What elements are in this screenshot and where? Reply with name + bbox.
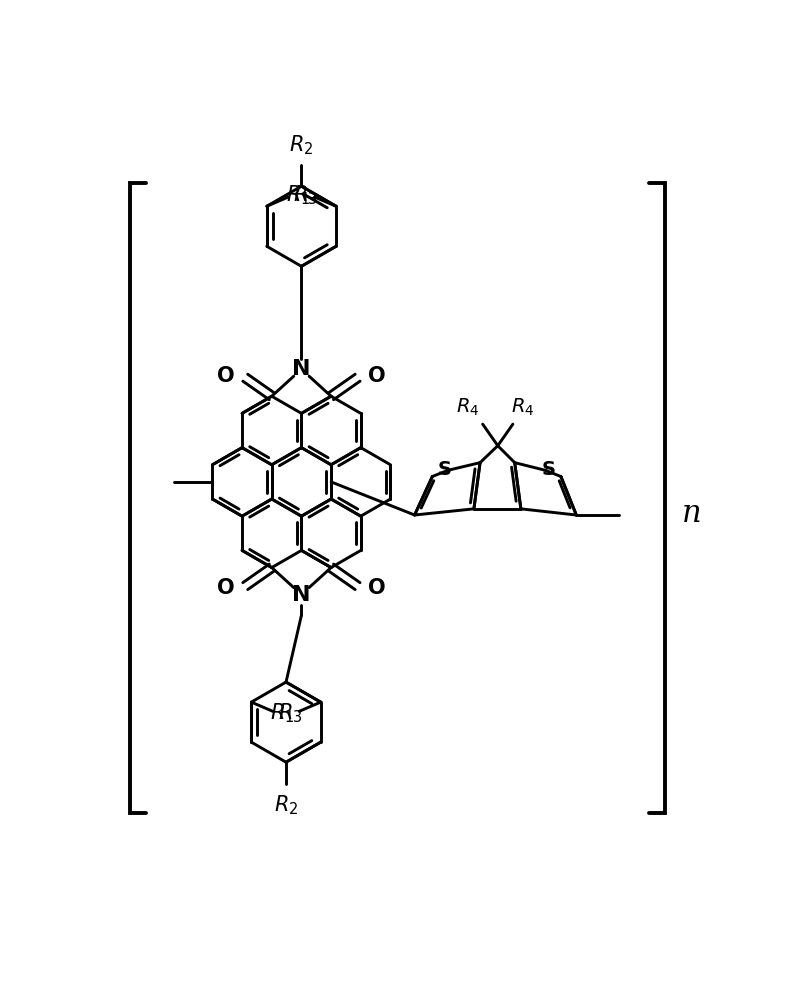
Text: S: S	[438, 460, 451, 479]
Text: N: N	[292, 585, 310, 605]
Text: O: O	[217, 578, 235, 598]
Text: $R_4$: $R_4$	[511, 397, 534, 418]
Text: $R_1$: $R_1$	[285, 184, 310, 207]
Text: $R_3$: $R_3$	[293, 184, 318, 207]
Text: $R_1$: $R_1$	[270, 701, 294, 725]
Text: $R_2$: $R_2$	[289, 133, 314, 157]
Text: n: n	[682, 498, 701, 529]
Text: $R_2$: $R_2$	[274, 793, 298, 817]
Text: O: O	[217, 366, 235, 386]
Text: $R_3$: $R_3$	[277, 701, 302, 725]
Text: O: O	[368, 366, 386, 386]
Text: O: O	[368, 578, 386, 598]
Text: S: S	[542, 460, 555, 479]
Text: $R_4$: $R_4$	[456, 397, 480, 418]
Text: N: N	[292, 359, 310, 379]
